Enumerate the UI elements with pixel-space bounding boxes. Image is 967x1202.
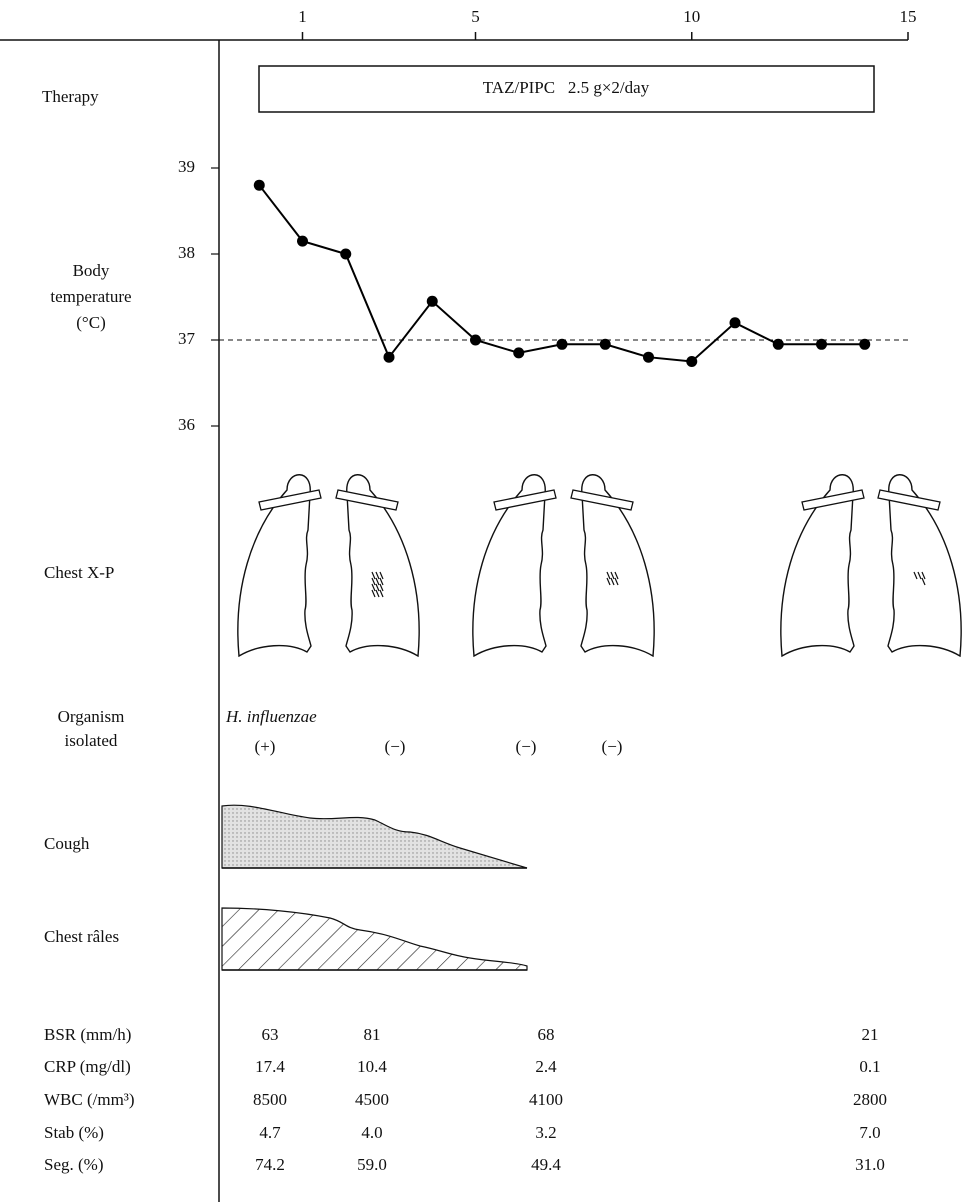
cough-area [221,804,528,869]
lung-outline [580,474,655,658]
lab-value: 4500 [355,1090,389,1109]
lab-value: 4.7 [259,1123,281,1142]
lab-label: Stab (%) [44,1123,104,1142]
y-axis-label: Body [73,261,110,280]
y-axis-label: temperature [50,287,131,306]
lab-value: 3.2 [535,1123,556,1142]
lab-value: 4100 [529,1090,563,1109]
lab-value: 49.4 [531,1155,561,1174]
organism-result: (−) [602,737,623,756]
therapy-label: Therapy [42,87,99,106]
lab-value: 0.1 [859,1057,880,1076]
lung [237,474,322,658]
lab-value: 74.2 [255,1155,285,1174]
lab-value: 8500 [253,1090,287,1109]
therapy-regimen: TAZ/PIPC 2.5 g×2/day [483,78,650,97]
temperature-point [297,235,308,247]
lab-value: 2.4 [535,1057,557,1076]
y-tick-label: 37 [178,329,196,348]
lung [570,474,655,658]
lab-value: 31.0 [855,1155,885,1174]
lab-value: 10.4 [357,1057,387,1076]
lab-value: 2800 [853,1090,887,1109]
clavicle [877,489,941,511]
temperature-point [816,338,827,350]
temperature-point [340,248,352,260]
lung [472,474,557,658]
lab-value: 21 [862,1025,879,1044]
lab-value: 63 [262,1025,279,1044]
lab-value: 17.4 [255,1057,285,1076]
lab-label: Seg. (%) [44,1155,103,1174]
x-tick-label: 5 [471,7,480,26]
x-tick-label: 15 [900,7,917,26]
temperature-point [513,347,525,359]
y-tick-label: 39 [178,157,195,176]
rales-area [221,907,528,971]
clavicle [335,489,399,511]
temperature-point [470,334,481,346]
lung [877,474,962,658]
temperature-point [686,356,698,367]
lab-value: 7.0 [859,1123,880,1142]
clavicle [258,489,322,511]
therapy-box [258,65,875,113]
temperature-point [643,351,654,363]
temperature-line [258,184,865,363]
temperature-point [859,338,871,350]
clavicle [570,489,634,511]
lung-outline [887,474,962,658]
infiltrate [371,571,384,598]
lab-value: 81 [364,1025,381,1044]
x-tick-label: 1 [298,7,307,26]
chest-xray-drawings [237,474,962,658]
clavicle [493,489,557,511]
rales-label: Chest râles [44,927,119,946]
temperature-point [556,338,568,350]
lab-label: WBC (/mm³) [44,1090,135,1109]
organism-result: (−) [516,737,537,756]
lung-outline [780,474,855,658]
organism-label: isolated [65,731,118,750]
organism-name: H. influenzae [225,707,317,726]
infiltrate [606,571,619,586]
lung-outline [345,474,420,658]
temperature-point [772,338,784,350]
temperature-point [729,317,741,329]
y-tick-label: 38 [178,243,195,262]
lung-outline [237,474,312,658]
temperature-point [383,351,395,363]
temperature-point [599,338,611,350]
lab-value: 68 [538,1025,555,1044]
organism-label: Organism [58,707,125,726]
chest-xp-label: Chest X-P [44,563,114,582]
infiltrate [913,571,926,586]
lung [780,474,865,658]
cough-label: Cough [44,834,90,853]
clavicle [801,489,865,511]
y-tick-label: 36 [178,415,195,434]
lab-value: 4.0 [361,1123,382,1142]
x-tick-label: 10 [683,7,700,26]
organism-result: (+) [255,737,276,756]
lung-outline [472,474,547,658]
lab-value: 59.0 [357,1155,387,1174]
temperature-point [426,295,438,307]
lung [335,474,420,658]
y-axis-label: (°C) [76,313,105,332]
temperature-point [253,179,265,191]
lab-label: CRP (mg/dl) [44,1057,131,1076]
organism-result: (−) [385,737,406,756]
lab-label: BSR (mm/h) [44,1025,131,1044]
